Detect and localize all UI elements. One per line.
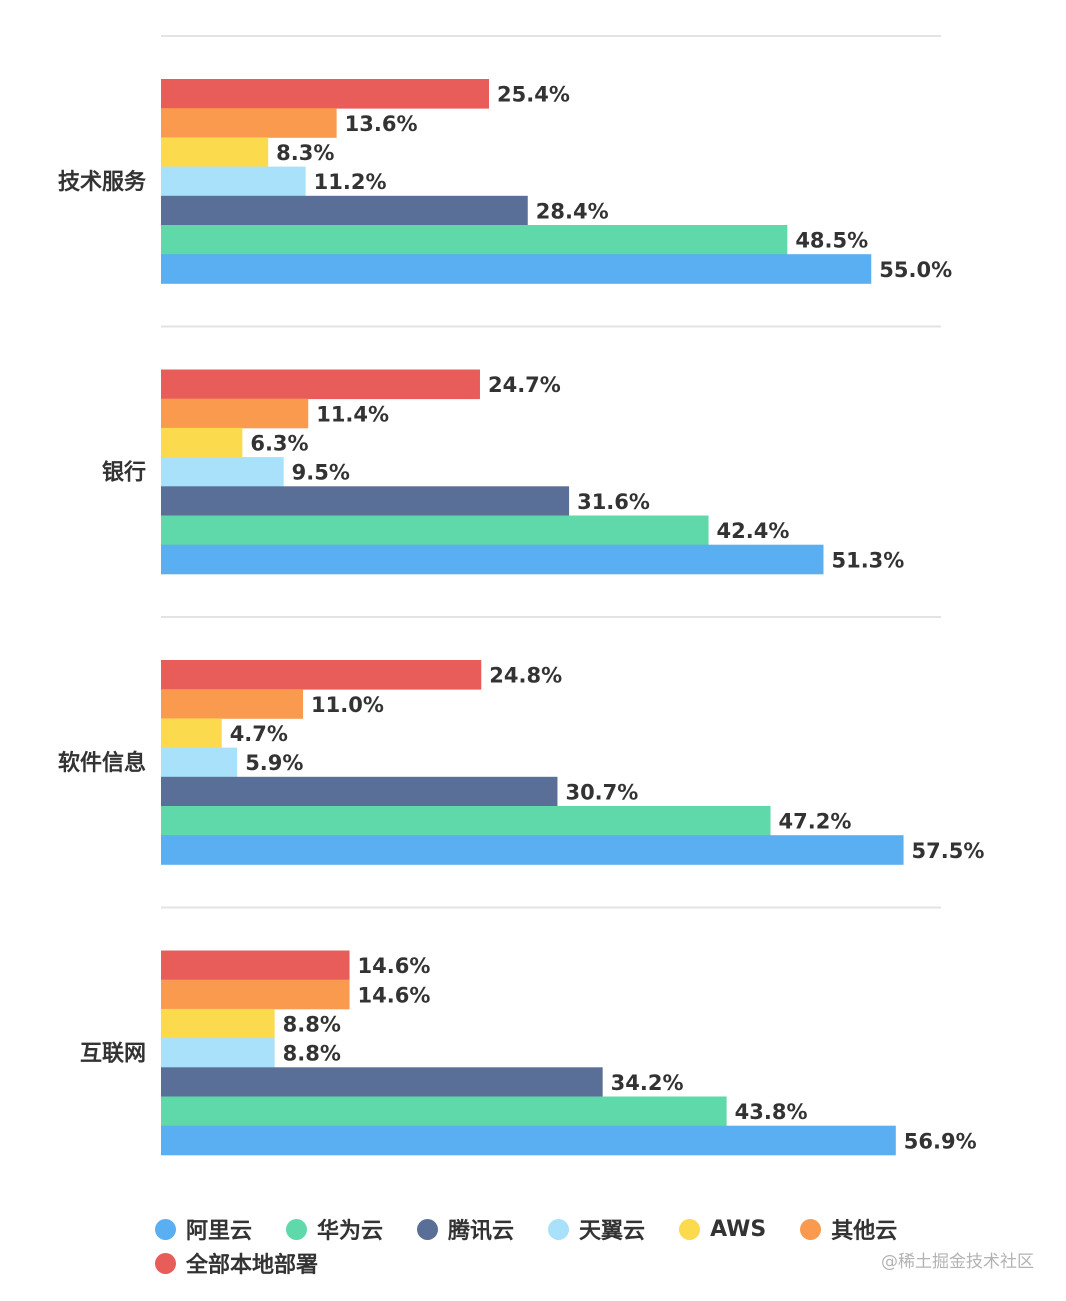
data-label: 8.8% xyxy=(283,1042,341,1066)
bar xyxy=(161,195,528,226)
data-label: 9.5% xyxy=(292,461,350,485)
category-label: 银行 xyxy=(102,460,146,486)
data-label: 13.6% xyxy=(345,112,418,136)
legend-label: 天翼云 xyxy=(579,1219,646,1244)
data-label: 34.2% xyxy=(611,1071,684,1095)
bar xyxy=(161,689,304,719)
legend-label: 华为云 xyxy=(317,1219,384,1244)
data-label: 24.7% xyxy=(488,373,561,397)
category-label: 互联网 xyxy=(80,1042,146,1067)
legend-swatch xyxy=(155,1252,176,1274)
data-label: 25.4% xyxy=(497,83,570,107)
bar xyxy=(161,1038,275,1068)
bar xyxy=(161,166,306,197)
legend-label: 腾讯云 xyxy=(448,1219,515,1244)
data-label: 11.4% xyxy=(316,402,389,426)
bar xyxy=(161,1067,603,1097)
bar xyxy=(161,979,350,1010)
data-label: 56.9% xyxy=(904,1129,977,1153)
legend-item: 腾讯云 xyxy=(417,1213,514,1245)
category-label: 软件信息 xyxy=(58,750,146,776)
bar xyxy=(161,806,771,836)
bar xyxy=(161,137,269,167)
data-label: 51.3% xyxy=(831,548,904,572)
data-label: 5.9% xyxy=(245,751,303,775)
data-label: 30.7% xyxy=(565,780,638,804)
data-label: 43.8% xyxy=(735,1100,808,1124)
bar xyxy=(161,718,222,748)
bar xyxy=(161,544,824,575)
data-label: 55.0% xyxy=(879,258,952,282)
legend-swatch xyxy=(548,1218,570,1240)
bar xyxy=(161,835,904,865)
data-label: 28.4% xyxy=(536,199,609,223)
watermark: @稀土掘金技术社区 xyxy=(881,1252,1034,1272)
legend-label: 阿里云 xyxy=(186,1219,253,1244)
data-label: 47.2% xyxy=(779,810,852,834)
data-label: 42.4% xyxy=(717,519,790,543)
bar xyxy=(161,79,490,109)
bar-chart: 技术服务 25.4% 13.6% 8.3% 11.2% 28.4% 48.5% 55.0% 银行… xyxy=(58,35,985,1156)
legend-row: 阿里云 华为云 腾讯云 天翼云 AWS 其他云 xyxy=(155,1212,955,1246)
data-label: 11.0% xyxy=(311,693,384,717)
data-label: 24.8% xyxy=(489,664,562,688)
data-label: 8.3% xyxy=(276,141,334,165)
bar xyxy=(161,950,350,981)
bar xyxy=(161,486,570,516)
category-label: 技术服务 xyxy=(58,170,147,195)
legend-item: AWS xyxy=(679,1217,766,1242)
data-label: 57.5% xyxy=(912,839,985,863)
data-label: 11.2% xyxy=(314,170,387,194)
bar xyxy=(161,747,238,778)
bar xyxy=(161,515,709,546)
bar xyxy=(161,660,482,690)
bar xyxy=(161,1096,727,1127)
legend-swatch xyxy=(155,1218,176,1240)
legend-swatch xyxy=(800,1218,822,1240)
bar xyxy=(161,225,788,255)
bar xyxy=(161,398,309,429)
data-label: 14.6% xyxy=(358,983,431,1007)
legend-swatch xyxy=(417,1218,439,1240)
legend-item: 天翼云 xyxy=(548,1213,645,1245)
legend-label: AWS xyxy=(710,1216,767,1242)
bar xyxy=(161,254,872,284)
data-label: 31.6% xyxy=(577,490,650,514)
bar xyxy=(161,1008,275,1039)
legend-item: 全部本地部署 xyxy=(155,1247,318,1279)
data-label: 8.8% xyxy=(283,1013,341,1037)
legend-swatch xyxy=(286,1218,308,1240)
bar xyxy=(161,457,284,487)
legend-item: 其他云 xyxy=(800,1213,897,1245)
data-label: 48.5% xyxy=(795,229,868,253)
bar xyxy=(161,369,480,400)
data-label: 4.7% xyxy=(230,722,288,746)
legend: 阿里云 华为云 腾讯云 天翼云 AWS 其他云全部本地部署 xyxy=(155,1212,955,1280)
bar xyxy=(161,108,337,138)
legend-label: 全部本地部署 xyxy=(186,1253,319,1278)
bar xyxy=(161,427,243,458)
legend-item: 华为云 xyxy=(286,1213,383,1245)
bar xyxy=(161,776,558,807)
data-label: 14.6% xyxy=(358,954,431,978)
data-label: 6.3% xyxy=(250,432,308,456)
legend-label: 其他云 xyxy=(831,1219,898,1244)
legend-item: 阿里云 xyxy=(155,1213,252,1245)
legend-row: 全部本地部署 xyxy=(155,1246,955,1280)
bar xyxy=(161,1125,896,1156)
legend-swatch xyxy=(679,1218,701,1240)
